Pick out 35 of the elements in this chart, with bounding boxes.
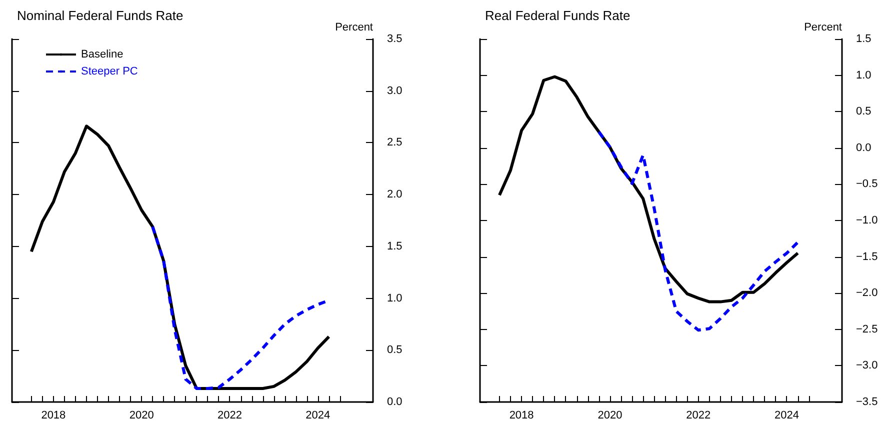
- line-series: [597, 130, 800, 332]
- y-tick-label: 0.5: [387, 344, 402, 356]
- y-tick-label: −0.5: [856, 178, 878, 190]
- x-tick-label: 2022: [218, 410, 242, 421]
- y-tick-label: 2.0: [387, 188, 402, 201]
- x-tick-label: 2018: [41, 410, 66, 421]
- y-tick-label: −3.5: [856, 396, 878, 408]
- x-tick-label: 2018: [509, 410, 534, 421]
- x-tick-label: 2020: [598, 410, 622, 421]
- y-tick-label: −1.0: [856, 214, 878, 226]
- y-tick-label: −2.5: [856, 323, 878, 336]
- y-tick-label: 0.0: [856, 142, 872, 154]
- y-tick-label: −2.0: [856, 287, 878, 300]
- chart-title: Real Federal Funds Rate: [485, 8, 630, 23]
- y-tick-label: 3.5: [387, 33, 402, 45]
- y-tick-label: 0.5: [856, 106, 872, 118]
- x-tick-label: 2022: [686, 410, 711, 421]
- line-series: [498, 75, 800, 304]
- legend-label: Steeper PC: [81, 66, 138, 78]
- legend-label: Baseline: [81, 48, 124, 60]
- y-axis-title: Percent: [335, 22, 373, 34]
- y-tick-label: 0.0: [387, 396, 402, 408]
- x-tick-label: 2020: [129, 410, 154, 421]
- y-tick-label: −1.5: [856, 250, 878, 263]
- y-tick-label: 2.5: [387, 136, 402, 149]
- y-tick-label: 1.0: [387, 292, 402, 304]
- x-tick-label: 2024: [774, 410, 799, 421]
- y-axis-title: Percent: [804, 22, 842, 34]
- y-tick-label: 1.5: [387, 240, 402, 252]
- y-tick-label: 1.5: [856, 33, 872, 45]
- y-tick-label: 3.0: [387, 84, 402, 97]
- chart-title: Nominal Federal Funds Rate: [17, 8, 184, 23]
- x-tick-label: 2024: [306, 410, 330, 421]
- y-tick-label: 1.0: [856, 69, 872, 82]
- y-tick-label: −3.0: [856, 360, 878, 372]
